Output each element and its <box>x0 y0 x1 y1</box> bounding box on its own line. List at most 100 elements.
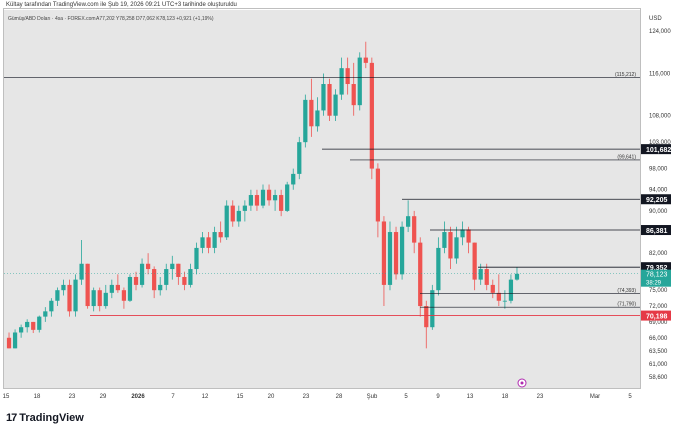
candle-body <box>424 306 429 328</box>
candle-body <box>25 321 30 328</box>
candle-body <box>466 229 471 243</box>
level-label: (74,393) <box>617 288 636 294</box>
candle-body <box>37 316 42 330</box>
candle-body <box>357 57 362 106</box>
candle-body <box>309 99 314 127</box>
logo-text: TradingView <box>19 412 84 424</box>
candle-body <box>176 263 181 277</box>
candle-body <box>393 232 399 275</box>
candle-body <box>387 232 393 285</box>
y-tick-label: 61,000 <box>649 362 668 368</box>
candle-body <box>351 84 356 106</box>
candle-body <box>436 247 441 291</box>
level-price-label: 101,682 <box>646 147 671 154</box>
x-tick-label: 29 <box>100 394 107 400</box>
candle-body <box>43 311 48 317</box>
tradingview-icon: 17 <box>6 412 17 424</box>
candle-body <box>399 226 405 275</box>
candle-body <box>496 292 501 301</box>
candle-body <box>345 68 350 85</box>
candle-body <box>430 290 435 328</box>
candle-body <box>321 84 326 111</box>
symbol-legend: Gümüş/ABD Doları · 4sa · FOREX.com <box>8 16 96 22</box>
candle-body <box>170 263 175 270</box>
candle-body <box>12 332 18 349</box>
x-tick-label: 7 <box>171 394 175 400</box>
candle-body <box>91 290 96 307</box>
candle-body <box>139 263 145 285</box>
candle-body <box>478 269 483 280</box>
tradingview-logo[interactable]: 17 TradingView <box>6 412 84 424</box>
level-price-label: 92,205 <box>646 197 668 204</box>
y-tick-label: 58,600 <box>649 375 668 381</box>
candle-body <box>133 276 139 285</box>
y-tick-label: 82,000 <box>649 251 668 257</box>
candle-body <box>164 269 169 285</box>
x-tick-label: 20 <box>268 394 275 400</box>
candle-body <box>339 68 344 95</box>
candle-body <box>79 263 84 280</box>
x-tick-label: 23 <box>69 394 76 400</box>
x-tick-label: 12 <box>202 394 209 400</box>
candle-body <box>291 173 296 185</box>
x-tick-label: 2026 <box>131 394 145 400</box>
candle-body <box>272 195 278 201</box>
candle-body <box>61 284 66 291</box>
candle-body <box>484 269 489 285</box>
level-price-tag <box>641 144 671 155</box>
candle-body <box>67 284 72 312</box>
x-tick-label: 13 <box>467 394 474 400</box>
candle-body <box>502 300 507 302</box>
x-tick-label: Şub <box>367 394 378 400</box>
candle-body <box>6 337 12 349</box>
top-bar: Kültay tarafından TradingView.com ile Şu… <box>0 0 680 14</box>
candle-body <box>448 232 453 259</box>
candle-body <box>97 290 102 307</box>
candle-body <box>327 84 332 116</box>
x-tick-label: 5 <box>628 394 632 400</box>
candle-body <box>206 237 211 248</box>
level-price-tag <box>641 262 671 273</box>
candle-body <box>369 62 374 169</box>
candle-body <box>152 269 157 291</box>
currency-label: USD <box>649 16 662 22</box>
candle-body <box>333 94 338 116</box>
level-price-label: 79,352 <box>646 265 668 272</box>
candle-body <box>212 232 217 248</box>
level-label: (99,641) <box>617 154 636 160</box>
candle-body <box>490 284 495 293</box>
candle-body <box>381 221 387 285</box>
candle-body <box>363 57 368 63</box>
x-tick-label: 23 <box>303 394 310 400</box>
candle-body <box>297 142 302 174</box>
level-price-tag <box>641 225 671 236</box>
candle-body <box>418 242 423 307</box>
y-tick-label: 98,000 <box>649 167 668 173</box>
candle-body <box>158 284 163 291</box>
ohlc-legend: A77,202 Y78,258 D77,062 K78,123 +0,921 (… <box>96 16 214 22</box>
countdown-label: 38:29 <box>646 281 662 287</box>
candle-body <box>279 195 284 211</box>
candle-body <box>260 189 266 206</box>
chart-canvas[interactable]: Gümüş/ABD Doları · 4sa · FOREX.com A77,20… <box>0 0 680 410</box>
candle-body <box>103 292 108 307</box>
last-price-tag <box>641 269 671 287</box>
event-marker-dot <box>520 381 524 385</box>
candle-body <box>472 242 477 280</box>
candle-body <box>254 195 260 206</box>
x-tick-label: 18 <box>34 394 41 400</box>
y-tick-label: 116,000 <box>649 71 671 77</box>
candle-body <box>182 276 187 285</box>
candle-body <box>218 232 223 238</box>
candle-body <box>442 232 447 248</box>
candle-body <box>115 284 120 291</box>
candle-body <box>266 189 272 201</box>
attribution-text: Kültay tarafından TradingView.com ile Şu… <box>6 2 237 8</box>
last-price-label: 78,123 <box>646 272 668 279</box>
x-tick-label: 15 <box>237 394 244 400</box>
y-tick-label: 90,000 <box>649 209 668 215</box>
candle-body <box>31 321 36 330</box>
x-tick-label: Mar <box>590 394 600 400</box>
y-tick-label: 72,000 <box>649 304 668 310</box>
candle-body <box>55 290 60 301</box>
